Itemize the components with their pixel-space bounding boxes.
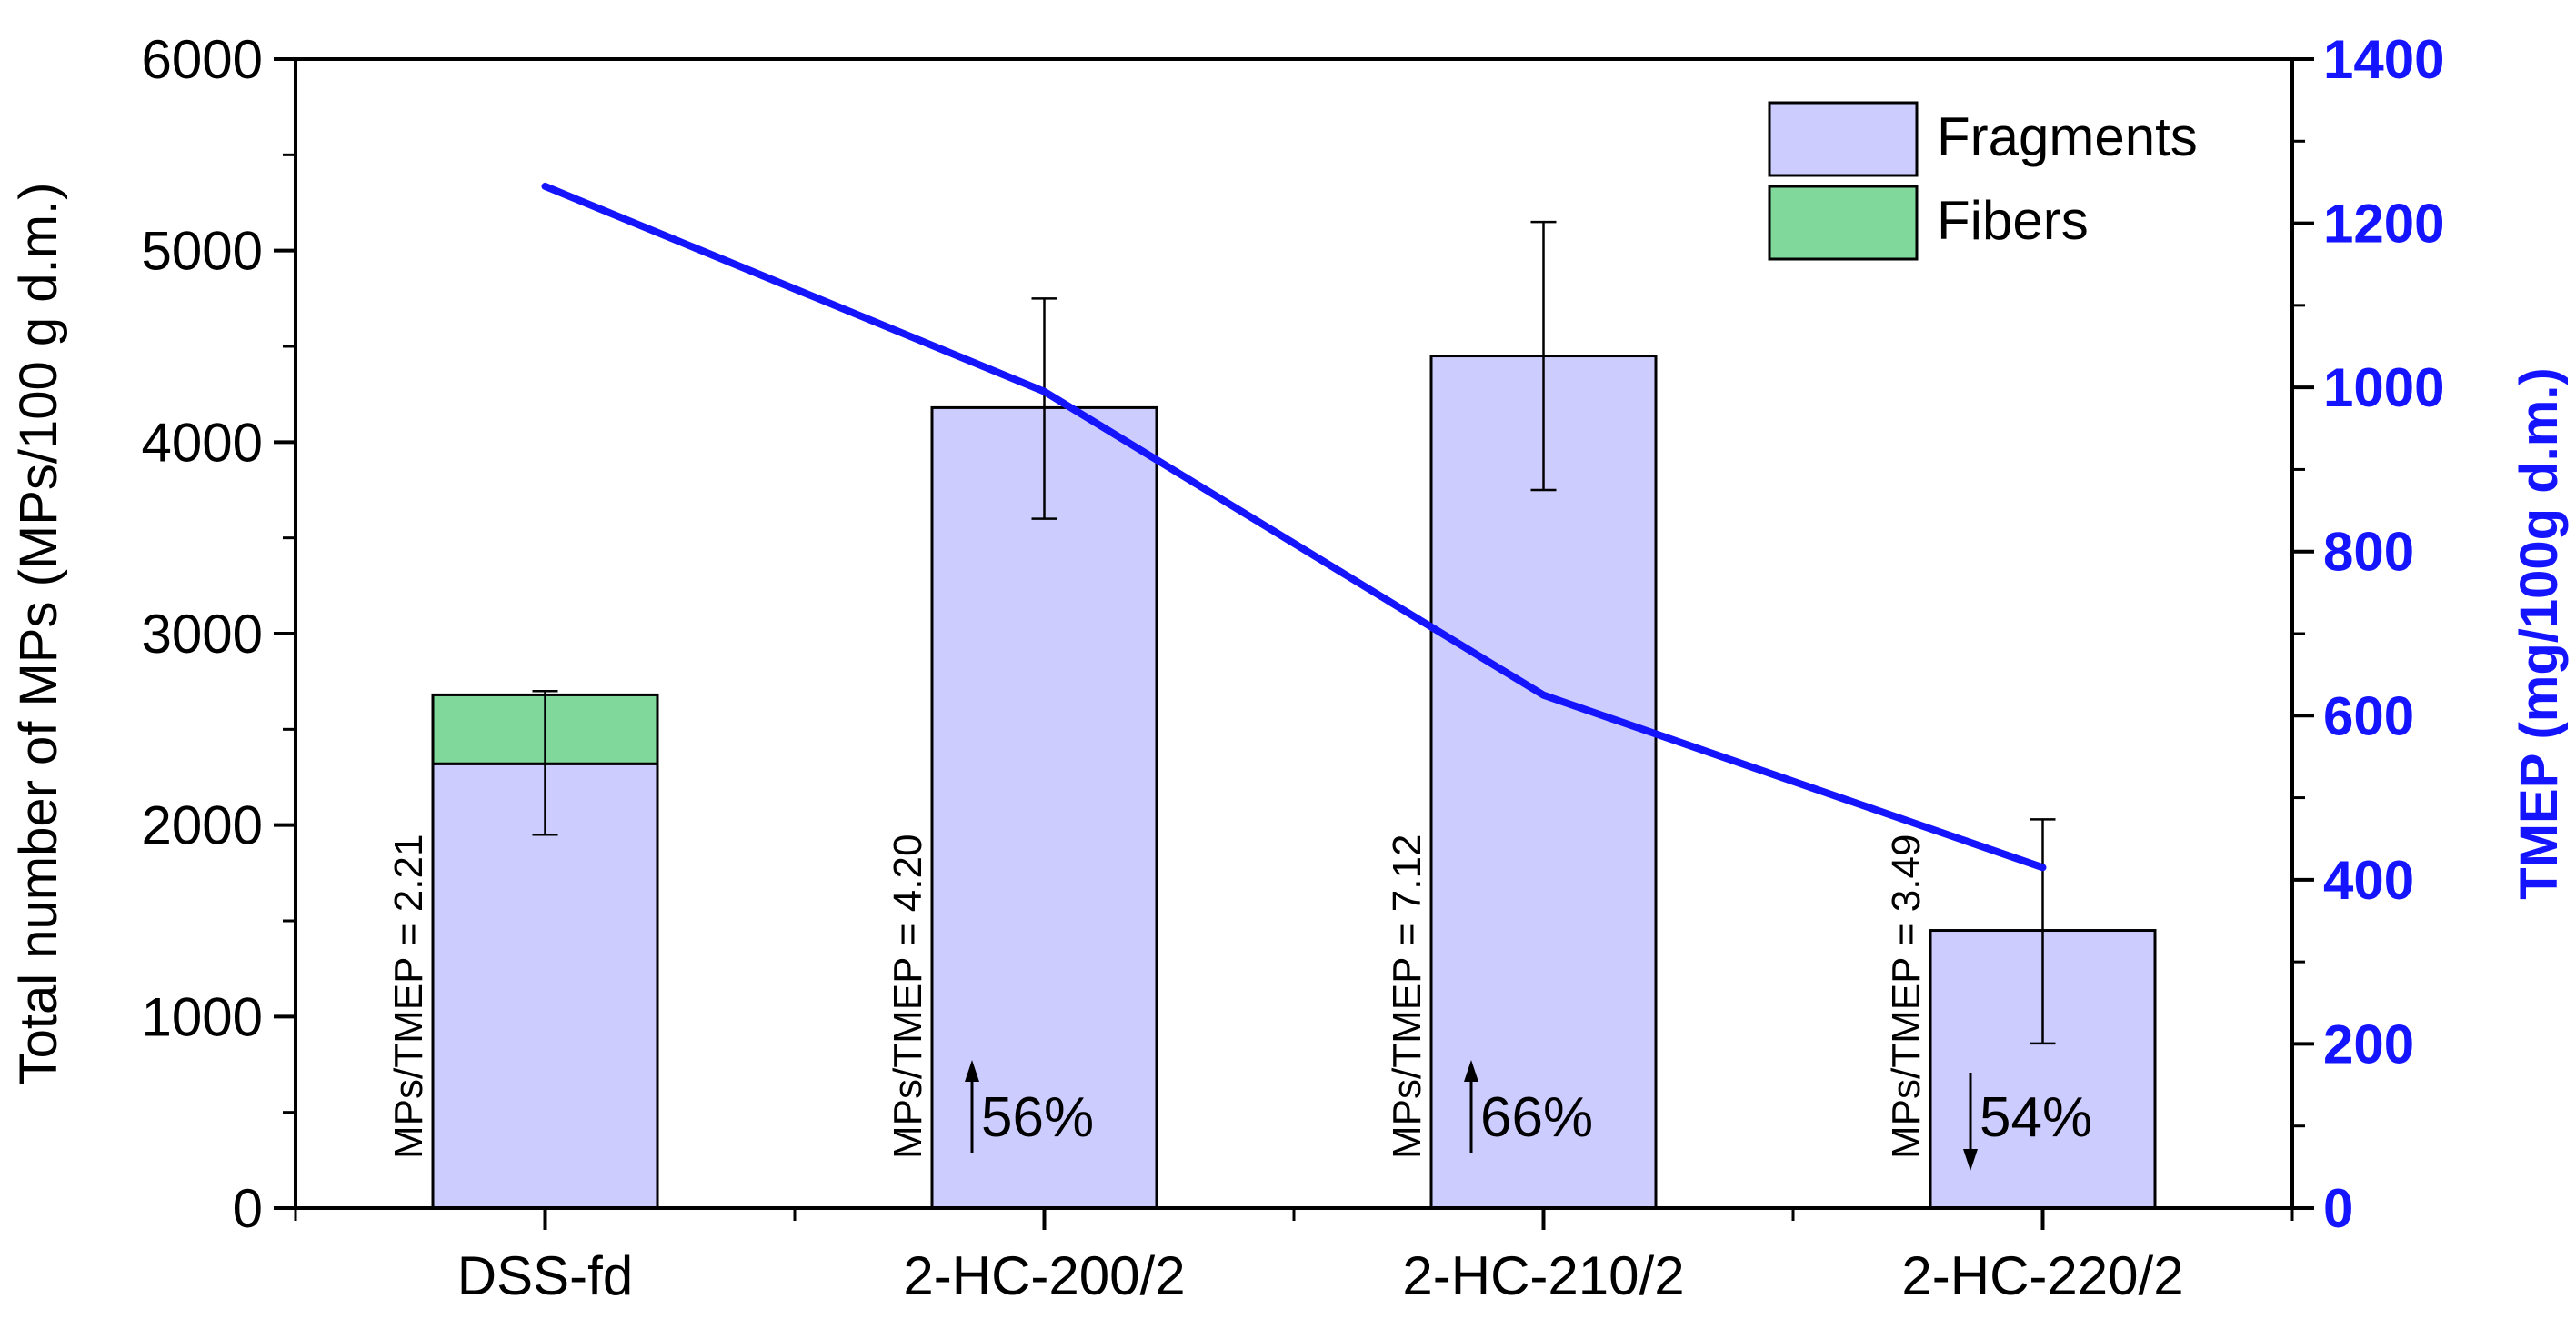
legend-swatch-0	[1768, 101, 1919, 177]
ratio-label-2: MPs/TMEP = 7.12	[1385, 834, 1429, 1159]
change-percent-3: 54%	[1980, 1086, 2092, 1149]
ratio-label-0: MPs/TMEP = 2.21	[386, 834, 431, 1159]
right-tick-label-400: 400	[2323, 850, 2414, 911]
left-tick-label-6000: 6000	[142, 29, 263, 90]
right-tick-label-0: 0	[2323, 1178, 2353, 1239]
left-axis-title: Total number of MPs (MPs/100 g d.m.)	[9, 183, 68, 1085]
bar-fragments-2	[1429, 355, 1658, 1210]
right-tick-label-800: 800	[2323, 522, 2414, 583]
left-axis: 0 1000 2000 3000 4000 5000 6000	[142, 29, 296, 1239]
left-tick-label-3000: 3000	[142, 604, 263, 664]
right-tick-label-200: 200	[2323, 1014, 2414, 1074]
x-tick-label-1: 2-HC-200/2	[903, 1245, 1185, 1306]
x-tick-label-3: 2-HC-220/2	[1901, 1245, 2183, 1306]
left-tick-label-1000: 1000	[142, 986, 263, 1047]
annotations-layer: MPs/TMEP = 2.21 MPs/TMEP = 4.20 56% MPs/TME…	[386, 834, 2092, 1171]
legend-swatch-1	[1768, 185, 1919, 261]
up-arrow-icon-2	[1464, 1060, 1478, 1082]
ratio-label-3: MPs/TMEP = 3.49	[1884, 834, 1929, 1159]
x-tick-label-0: DSS-fd	[457, 1245, 633, 1306]
tmep-line	[541, 182, 2047, 872]
bar-fragments-0	[431, 762, 659, 1210]
left-tick-label-2000: 2000	[142, 795, 263, 856]
left-tick-label-4000: 4000	[142, 412, 263, 473]
error-bars-layer	[532, 220, 2056, 1045]
x-tick-label-2: 2-HC-210/2	[1402, 1245, 1684, 1306]
right-axis-title: TMEP (mg/100g d.m.)	[2510, 367, 2569, 899]
legend-label-1: Fibers	[1937, 190, 2089, 251]
right-tick-label-1000: 1000	[2323, 357, 2444, 418]
ratio-label-1: MPs/TMEP = 4.20	[886, 834, 930, 1159]
legend: Fragments Fibers	[1768, 101, 2198, 261]
right-tick-label-600: 600	[2323, 685, 2414, 746]
change-percent-2: 66%	[1480, 1086, 1593, 1149]
change-percent-1: 56%	[981, 1086, 1094, 1149]
left-tick-label-5000: 5000	[142, 221, 263, 282]
right-tick-label-1200: 1200	[2323, 194, 2444, 255]
right-tick-label-1400: 1400	[2323, 29, 2444, 90]
x-axis: DSS-fd 2-HC-200/2 2-HC-210/2 2-HC-220/2	[294, 1208, 2294, 1306]
legend-label-0: Fragments	[1937, 106, 2198, 167]
right-axis: 0 200 400 600 800 1000 1200 1400	[2292, 29, 2444, 1239]
down-arrow-icon-3	[1963, 1149, 1978, 1171]
up-arrow-icon-1	[965, 1060, 979, 1082]
left-tick-label-0: 0	[233, 1178, 263, 1239]
